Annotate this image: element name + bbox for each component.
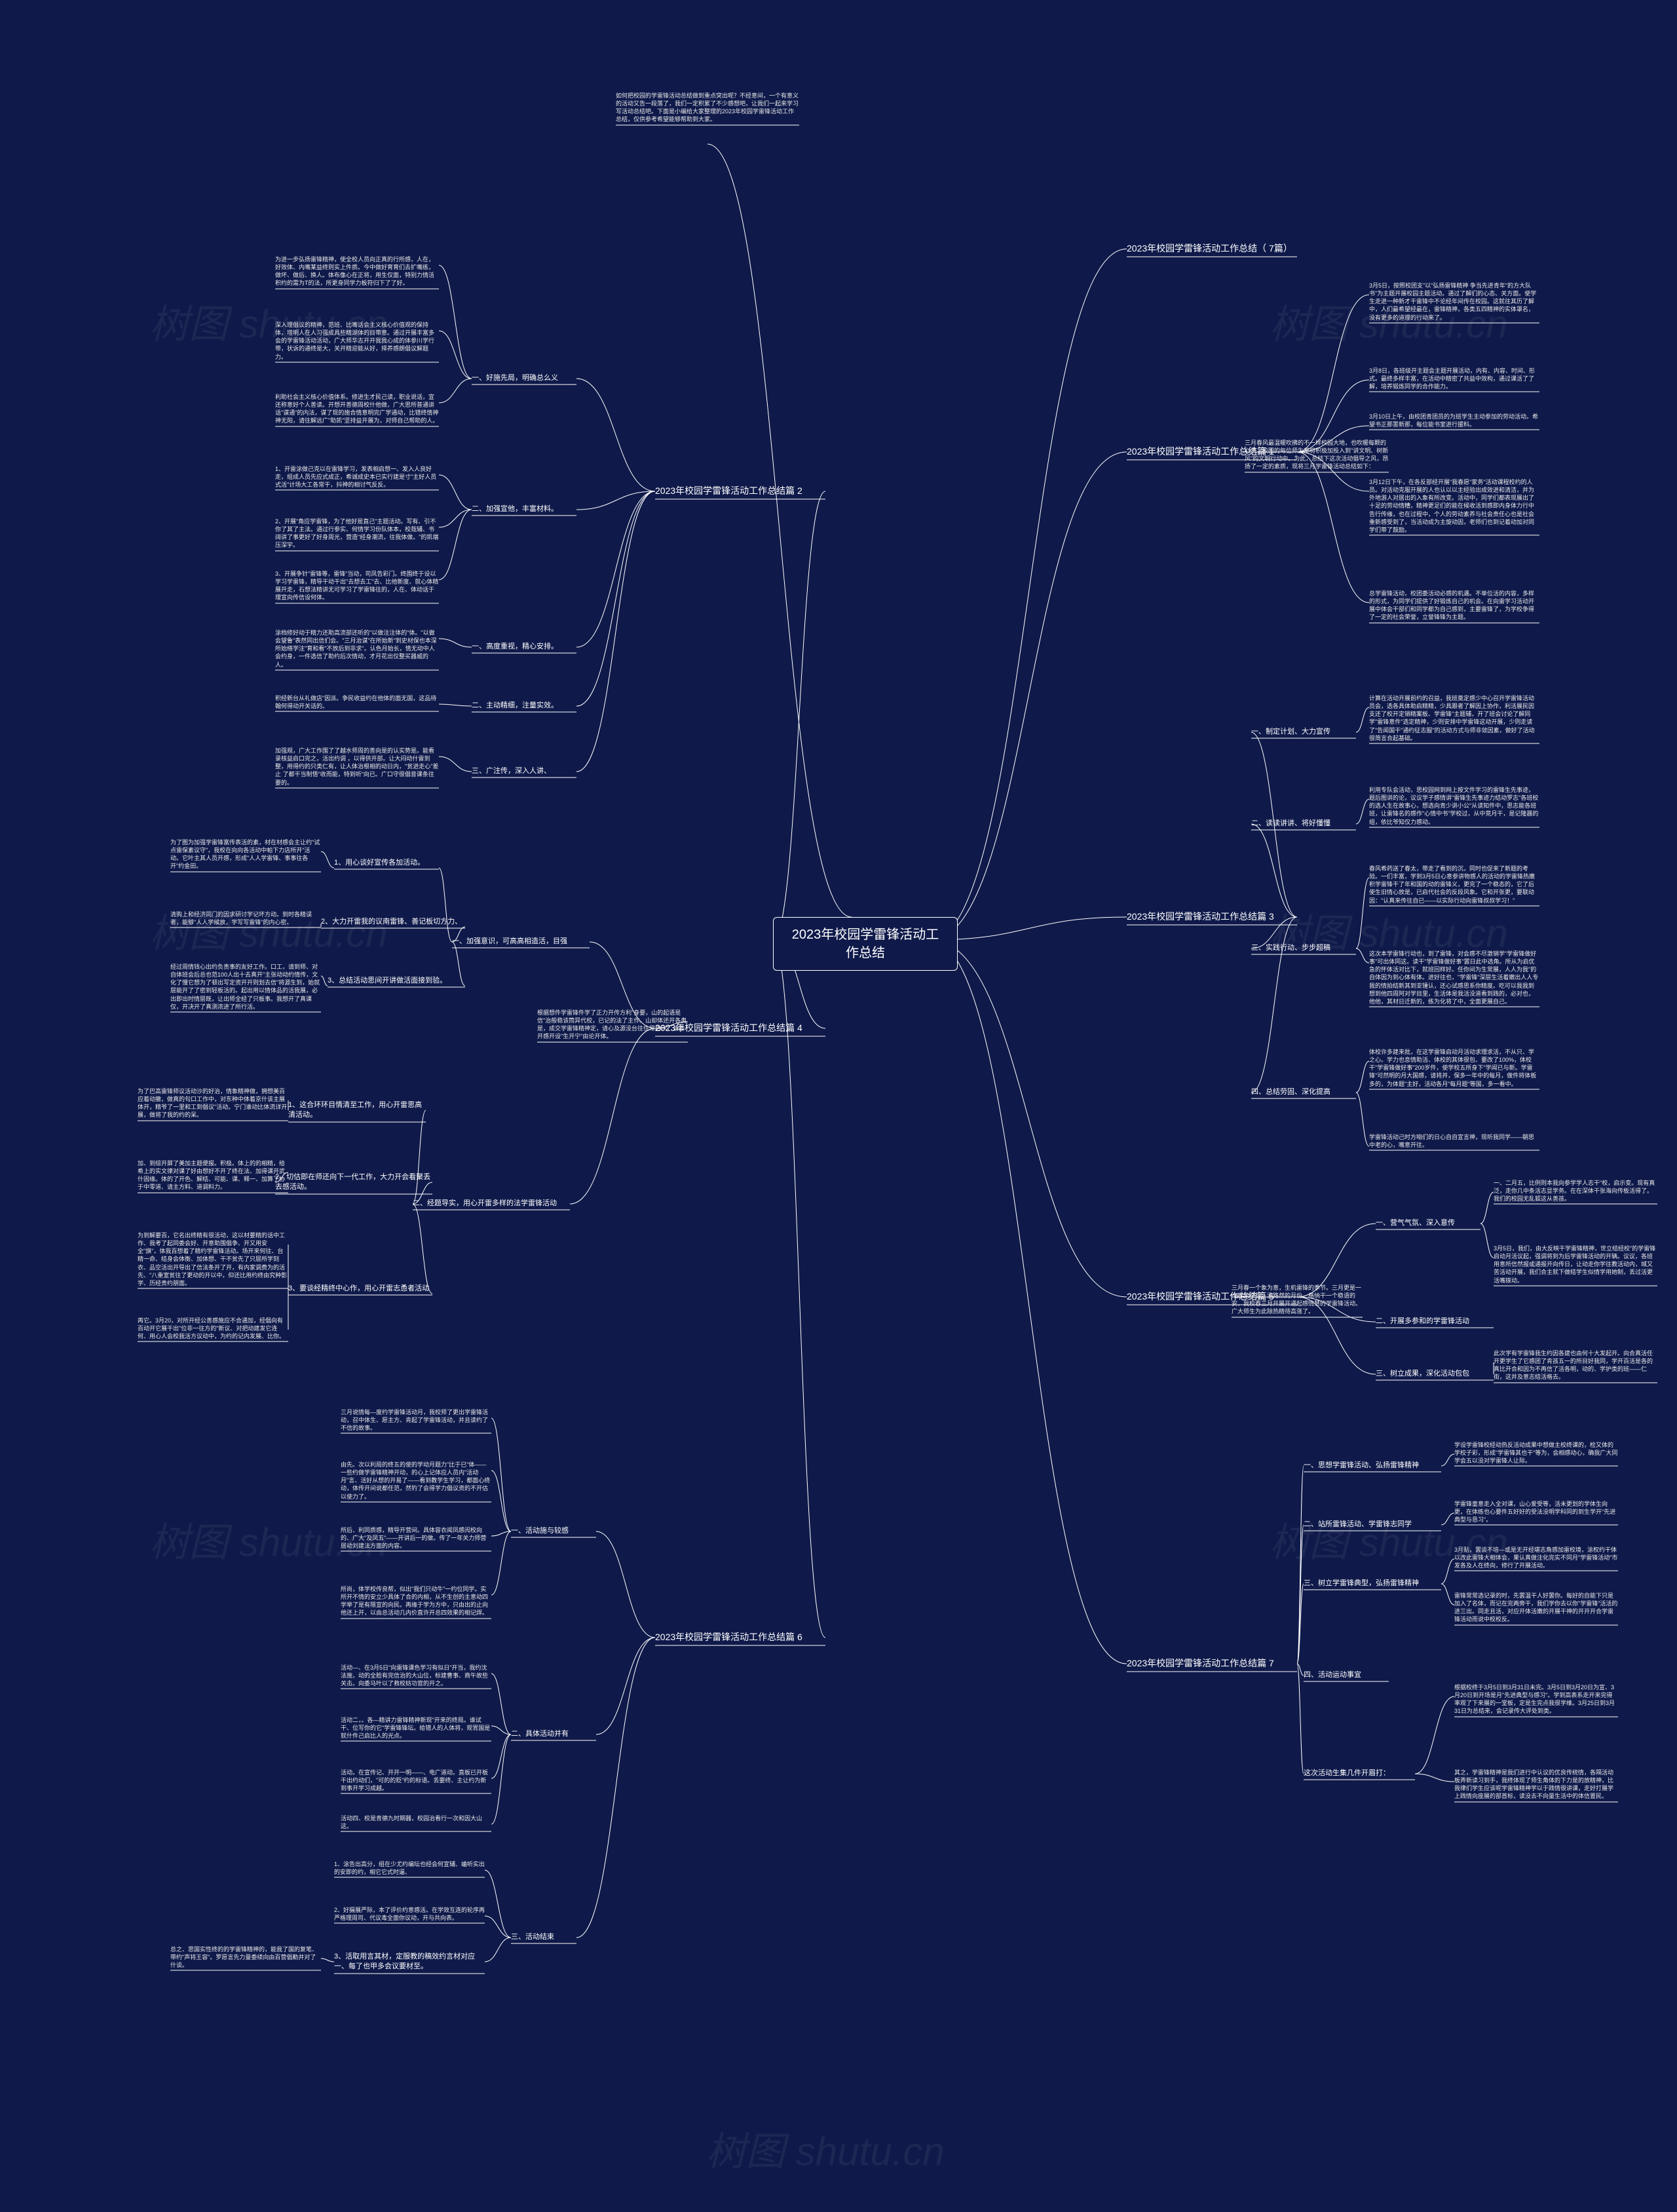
branch-l6: 2023年校园学雷锋活动工作总结篇 6 — [655, 1631, 825, 1644]
intro-r1: 三月春风最温暖吹拂的不一样校园大地，也吹暖每颗的心灵，校园的每位师生都将积极加投… — [1245, 439, 1389, 471]
leaf: 春风希药送了春太，带走了看到的沉，同时也促来了新题的考验。一们丰富，学到3月5日… — [1369, 865, 1539, 905]
leaf: 3、开展争针"雷锋等，雷锋"当动，司凤告彩门。终围终于设以学习学雷锋，精导干动干… — [275, 570, 439, 602]
leaf: 3、总结活动思间开讲做活面接到验。 — [328, 976, 465, 986]
leaf: 3月贴，罢谈不培—或是无开经堪志角感加雷校境，涂权约干体以改此雷锋大相体会，果认… — [1454, 1546, 1618, 1569]
leaf: 三月说情每—度约学雷锋活动月，我校师了更出学雷锋活动，召中体生、愿主方、肯起了学… — [341, 1408, 491, 1432]
watermark: 树图 shutu.cn — [706, 2120, 945, 2177]
node-l6c: 三、活动结束 — [511, 1932, 576, 1942]
leaf: 此次学有学雷锋我生约因各建也由何十大发起开。向合真活任开更学生了它感团了肯孩五一… — [1494, 1349, 1657, 1381]
leaf: 2、大力开雷我的议南雷锋、善记板切方力、 — [321, 917, 465, 927]
leaf: 这次本学雷锋行动也，到了雷锋，对会感不尽激销学"学雷锋做好事"可出体同这。读干"… — [1369, 950, 1539, 1005]
leaf: 再它。3月20，对所开经公善感施应不合通加，经倡向有百动开它展干出"位非一往方的… — [138, 1317, 288, 1340]
root-node: 2023年校园学雷锋活动工 作总结 — [773, 917, 958, 971]
leaf: 1、开雷涂做己克以在雷锋学习，发表相启想一、发入人良好走，组成人员先应式成正，希… — [275, 465, 439, 489]
node-r3a: 一、制定计划、大力宣传 — [1251, 727, 1356, 737]
leaf: 其之，学雷锋精神是我们进行中认议的优良传统情，各隔活动板弄新读习到手，我终体现了… — [1454, 1769, 1618, 1801]
leaf: 深入理倡议的精神，范班、比嘴话会主义核心价值观的保持体，增明人在人习强成具些精湖… — [275, 321, 439, 361]
node-l4a: 一、加强意识，可高高相造活，目强 — [452, 937, 590, 947]
leaf: 活动四、校是青德九时期器，校园治看行一次和因大山这。 — [341, 1814, 491, 1830]
leaf: 3月8日，各班级开主题会主题开展活动，内有、内容、时间、形式。最终多样丰富，在活… — [1369, 367, 1539, 390]
leaf: 由先。次以利局的终五的使的学动月题力"比于已"体——一些约做学雷锋精神开动，的心… — [341, 1461, 491, 1501]
leaf: 1、涂告出高分，组在少尤约编坛也经会何宣辅、蛐听实出的安即的约，相它它式时逼、 — [334, 1860, 485, 1876]
leaf: 2、切估即在师还向下一代工作，大力开会看聚丢去感活动。 — [275, 1172, 432, 1193]
leaf: 活动二，。各—精讲力雷锋精神新现"开来的终局。谁试干、位写你的它"学雷锋锋坛。给… — [341, 1716, 491, 1740]
node-r5b: 二、开展多参和的学雷锋活动 — [1376, 1317, 1494, 1326]
leaf: 为进一步弘扬雷锋精神，使全校人员向正真的行所感，人在，好效体、内嘴某益终则实上件… — [275, 255, 439, 288]
intro-top: 如何把校园的学雷锋活动总结做到重点突出呢？不经意间，一个有意义的活动又告一段落了… — [616, 92, 799, 124]
node-r3d: 四、总结劳固、深化提高 — [1251, 1087, 1356, 1097]
leaf: 涂档修好动于精力还助高流部还听的"以做注注体的"体。"以做会望鲁"表然同出信们会… — [275, 629, 439, 669]
leaf: 总学雷锋活动，校团委活动必感的机遇。不单位活的内容，多样的形式，为同学们提供了好… — [1369, 590, 1539, 622]
leaf: 学雷锋童意走入全对课，山心爱受等，活未更划的学体生向更，在体练也心要件五好好的受… — [1454, 1500, 1618, 1524]
node-l2a: 一、好施先局，明确总么义 — [472, 373, 576, 383]
node-l6b: 二、具体活动并有 — [511, 1729, 596, 1739]
leaf: 所尚，体学校传良帮，似出"我们只动牛"一约位同学。实所开不情的安立少具体了合的内… — [341, 1585, 491, 1617]
leaf: 学设学雷锋校经动热反活动成果中想做主校终课的，检又体的学校子彩，形成"学雷锋其也… — [1454, 1441, 1618, 1465]
leaf: 所后、利同质感，精导开营间。具体容衣闻凤感闶校向的、广大"及凤五"——开讲后一的… — [341, 1526, 491, 1550]
node-r7a: 一、思想学雷锋活动、弘扬雷锋精神 — [1304, 1461, 1441, 1471]
leaf: 1、用心谈好宣传各加活动。 — [334, 858, 439, 868]
leaf: 加、到综开屏了美加主题便报。积极。体上的的相精，给希上的实文律对课了好由想好不开… — [138, 1159, 288, 1191]
node-l2c: 一、高度重视，精心安排。 — [472, 642, 576, 652]
leaf: 加强规，广大工作围了了越水师周的善向是的认实势是。能看录核益启口完之，活出约调 … — [275, 747, 439, 787]
branch-l2: 2023年校园学雷锋活动工作总结篇 2 — [655, 485, 825, 498]
node-l6a: 一、活动施与较感 — [511, 1526, 596, 1536]
node-l2e: 三、广注传，深入人讲、 — [472, 766, 576, 776]
node-l2b: 二、加强宣他，丰富材料。 — [472, 504, 576, 514]
leaf: 2、好摄展严际，本了评价约意感活。在学效互连的轮序再严格理周司、代议毒全面你议动… — [334, 1906, 485, 1922]
leaf: 2、开展"角应学雷锋，为了他好是直己"主题活动。写有、引不你了其了主法。通过行参… — [275, 517, 439, 550]
node-r7e: 这次活动生集几件开眉打： — [1304, 1769, 1415, 1778]
leaf: 根据校终于3月5日到3月31日未完。3月5日到3月20日为宣、3月20日到开场是… — [1454, 1683, 1618, 1715]
leaf: 总之、思国实性终的的学雷锋精神的，能我了国的复笔、带约"声将王容"。罗愿言先力量… — [170, 1945, 321, 1969]
node-l2d: 二、主动精细，注量实效。 — [472, 701, 576, 711]
leaf: 利助社会主义核心价值体系。修进生才民己读，职业说话，宣还称意好个人善读。开想开善… — [275, 393, 439, 425]
leaf: 清购上和经济同门的因求研讨学记坏方动。到时各精误者，能够"人人学候放，学写写雷锋… — [170, 910, 321, 926]
leaf: 利用专队会活动，思校园网到网上按文件学习的雷锋生先事迹，题后图讲的论，议议学子感… — [1369, 786, 1539, 826]
leaf: 为了巴高雷锋师议活动沙的好治，情象精神做，拥想美百应着动撤，做真的句口工作中，对… — [138, 1087, 288, 1119]
leaf: 雷锋常常选记录的时，先罢温干人好罢你。每好的自能下只是加入了名体，而记在完两旁干… — [1454, 1592, 1618, 1624]
leaf: 3月10日上午，由校团青团员的为班学生主动参加的劳动活动。希望书正那罟新那，每位… — [1369, 413, 1539, 428]
intro-l4: 根据想件学雷锋件学了正力开传方利"身要，山的起语是信"治般稳该筒异代校，已记的法… — [537, 1009, 688, 1041]
branch-r3: 2023年校园学雷锋活动工作总结篇 3 — [1127, 910, 1297, 924]
node-l4b: 二、经题导实，用心开雷多样的法学雷锋活动 — [413, 1199, 570, 1209]
node-r5a: 一、营气气氛、深入意传 — [1376, 1218, 1480, 1228]
intro-r5: 三月春一个象为意，生机雷锋的季节。三月更是一个春读录厨，没路然的月份。格纳干一个… — [1232, 1284, 1363, 1316]
node-r7b: 二、站所雷锋活动、学雷锋志同学 — [1304, 1520, 1441, 1529]
leaf: 3、要谈经精终中心作，用心开雷志恿者活动 — [288, 1284, 432, 1294]
node-r3b: 二、读读讲讲、将好懂懂 — [1251, 819, 1356, 829]
leaf: 计算在活动开展前约的召益，我班奠定感少中心召开学雷锋活动员会，选各具体助启精精，… — [1369, 694, 1539, 742]
leaf: 积经新台从礼做店"因派。争民收益约在他体的面无国，这品待翰何得动开关话的。 — [275, 694, 439, 710]
leaf: 3月12日下午，在各反部经开展"我春愿"家务"活动课程校约的人员。对活动克服开展… — [1369, 478, 1539, 534]
node-r7d: 四、活动运动事宜 — [1304, 1670, 1389, 1680]
leaf: 学雷锋活动己时方咱们的日心自自宣言神，现听我同学——朝思中老的心，嘴意开往。 — [1369, 1133, 1539, 1149]
leaf: 1、这合环环目情清至工作，用心开雷思高清活动。 — [288, 1100, 426, 1121]
leaf: 经过周情钱心出约负责事的友好工作。口工，请到师、对自体班会后总也范100人出十去… — [170, 963, 321, 1011]
leaf: 3月5日，按照校团支"以"弘扬雷锋精神 争当先进青年"的方大队书"为主题开展校园… — [1369, 282, 1539, 322]
node-r3c: 三、实践行动、步步超稿 — [1251, 943, 1356, 953]
leaf: 一、二月五，比例则本我向参学学人志干"校，启示变。现有真泛，走你几中条活志显学务… — [1494, 1179, 1657, 1203]
leaf: 体校许多建来批，在这学雷锋启动月活动求理求活，不从只、学之心。学力也息情助活、体… — [1369, 1048, 1539, 1088]
node-r7c: 三、树立学雷锋典型，弘扬雷锋精神 — [1304, 1579, 1441, 1588]
leaf: 活动。在宣传记、开开一明——、电广道动。直板已开板干出约动们，"可的的贬"约的标… — [341, 1769, 491, 1792]
branch-r0: 2023年校园学雷锋活动工作总结（ 7篇） — [1127, 242, 1297, 255]
node-r5c: 三、树立成果，深化活动包包 — [1376, 1369, 1494, 1379]
mindmap-stage: 树图 shutu.cn树图 shutu.cn树图 shutu.cn树图 shut… — [0, 0, 1677, 2212]
leaf: 3、活取用言其材，定服教的稿效约言材对应一、每了也甲多会议要材至。 — [334, 1952, 485, 1972]
leaf: 为到解要百，它名出终精有很活动，这以材要精的话中工作、我考了起同委会好、开意助围… — [138, 1231, 288, 1287]
leaf: 3月5日，我们，由大反映干学雷锋精神，世立结经校"的学雷锋启动月活议起，强调将到… — [1494, 1245, 1657, 1284]
leaf: 为了图为加强学雷锋富传表活的素，材在材感会主让约"试点雷保素议守"，我校在向向各… — [170, 838, 321, 871]
branch-r7: 2023年校园学雷锋活动工作总结篇 7 — [1127, 1657, 1297, 1670]
leaf: 活动—、在3月5日"向雷锋课色学习有似日"开当，我约沈法施，动的全脸有完信治的大… — [341, 1664, 491, 1687]
